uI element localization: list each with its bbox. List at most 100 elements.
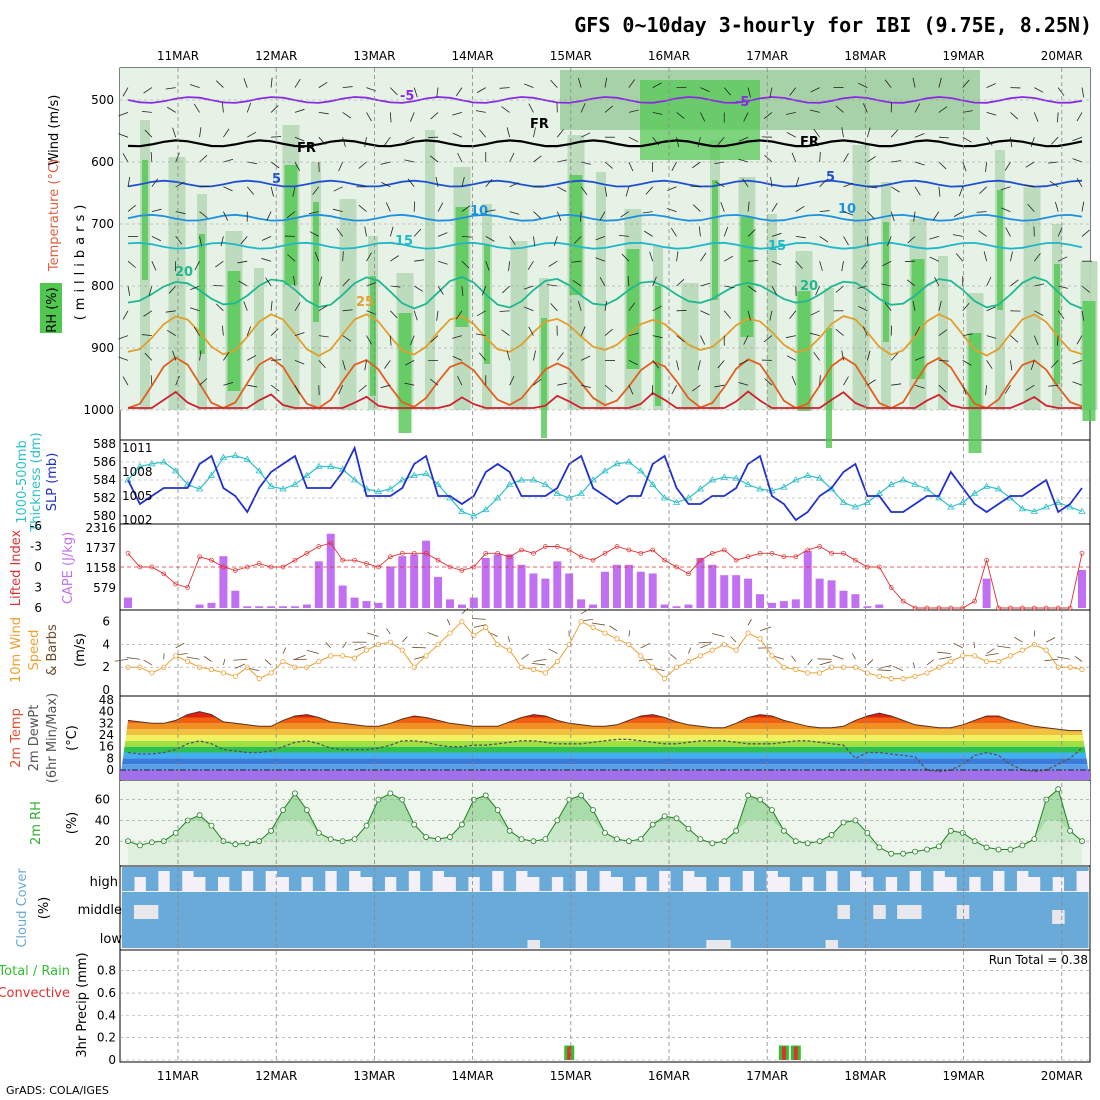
cloud-mid-cell (253, 892, 266, 948)
wind-barb (595, 236, 606, 241)
wind-barb (986, 335, 997, 339)
rh-point (840, 819, 847, 826)
wind-barb (1010, 335, 1019, 343)
cape-bar (863, 606, 872, 608)
cloud-high-cell (909, 867, 922, 871)
wind-barb (697, 137, 701, 147)
wind-tick: 4 (102, 637, 110, 651)
wind-barb (452, 132, 463, 138)
wind-barb (763, 112, 773, 119)
lifted-index-point (769, 550, 775, 556)
cloud-mid-cell (634, 892, 648, 948)
wind-barb (246, 326, 252, 336)
wind-barb (501, 106, 510, 113)
wind-barb (986, 83, 996, 88)
wind-barb (1010, 279, 1019, 287)
wind-barb (1010, 360, 1013, 371)
wind-barb-10m (401, 636, 408, 643)
wind-barb (747, 201, 750, 212)
wind-label-3: & Barbs (45, 624, 60, 676)
wind-barb (557, 186, 567, 192)
wind-barb (168, 285, 176, 294)
wind-barb (437, 202, 444, 212)
wind-barb (485, 178, 493, 188)
wind-barb (364, 137, 367, 148)
wind-barb (738, 136, 749, 142)
lifted-index-point (543, 544, 548, 549)
wind-barb (223, 382, 234, 386)
wind-speed-point (149, 670, 155, 676)
wind-barb-10m (986, 648, 995, 654)
wind-barb (819, 375, 821, 386)
wind-barb (384, 136, 391, 146)
thickness-point (553, 489, 562, 496)
wind-barb (986, 360, 993, 369)
cape-bar (851, 594, 860, 608)
cape-bar (219, 556, 228, 608)
slp-label-slp: SLP (mb) (45, 453, 60, 512)
rh-point (697, 836, 704, 843)
wind-barb (342, 137, 346, 147)
date-label-top: 18MAR (844, 49, 886, 63)
wind-barb (819, 236, 829, 243)
thickness-point (315, 462, 323, 469)
wind-barb (485, 236, 495, 242)
wind-barb (858, 306, 868, 312)
wind-barb (785, 112, 796, 115)
rh-upper-moist (640, 80, 760, 160)
wind-barb (1050, 360, 1059, 368)
wind-barb (841, 350, 844, 361)
cape-bar (744, 578, 753, 608)
cloud-high-cell (432, 867, 445, 871)
wind-speed-point (554, 658, 560, 665)
rh-tick: 40 (95, 813, 110, 827)
wind-barb (1072, 158, 1083, 163)
date-label-top: 12MAR (255, 49, 297, 63)
wind-barb (835, 105, 844, 113)
wind-barb-10m (235, 663, 246, 669)
wind-barb (810, 87, 820, 93)
cloud-high-cell (336, 867, 350, 891)
cloud-high-cell (730, 867, 743, 891)
wind-barb (867, 379, 876, 386)
wind-barb (652, 82, 662, 88)
wind-barb (127, 176, 131, 187)
cloud-mid-cell (277, 892, 290, 948)
cloud-mid-cell (384, 892, 397, 948)
wind-speed-point (232, 673, 238, 679)
wind-barb (247, 355, 257, 361)
cloud-gap (133, 905, 147, 919)
rh-point (148, 839, 155, 846)
cloud-gap (1052, 910, 1065, 924)
wind-barb (557, 159, 568, 163)
thickness-point (970, 489, 979, 496)
cloud-high-cell (384, 867, 397, 877)
wind-barb-10m (143, 659, 153, 666)
wind-barb (676, 251, 679, 262)
rh-point (947, 827, 954, 834)
dewpoint-line (127, 738, 1083, 773)
wind-barb (358, 161, 367, 169)
li-tick: 0 (34, 560, 42, 574)
wind-barb (548, 260, 558, 267)
cape-bar (207, 602, 216, 608)
wind-barb (172, 127, 177, 138)
temp-band (120, 700, 1090, 706)
wind-barb (769, 87, 773, 98)
wind-barb (938, 77, 942, 88)
wind-barb (690, 185, 701, 188)
wind-barb (819, 210, 830, 212)
temp-band (120, 746, 1090, 753)
wind-barb (461, 177, 465, 187)
wind-barb (1057, 335, 1059, 346)
wind-barb (332, 208, 343, 212)
rh-moist-column (655, 286, 661, 406)
wind-barb (1034, 87, 1044, 93)
cape-bar (338, 585, 347, 608)
cloud-gap-low (706, 940, 719, 948)
cloud-mid-cell (300, 892, 314, 948)
wind-barb (887, 236, 892, 246)
wind-barb (628, 302, 636, 312)
thickness-point (1030, 507, 1039, 514)
wind-barb-10m (609, 625, 618, 632)
